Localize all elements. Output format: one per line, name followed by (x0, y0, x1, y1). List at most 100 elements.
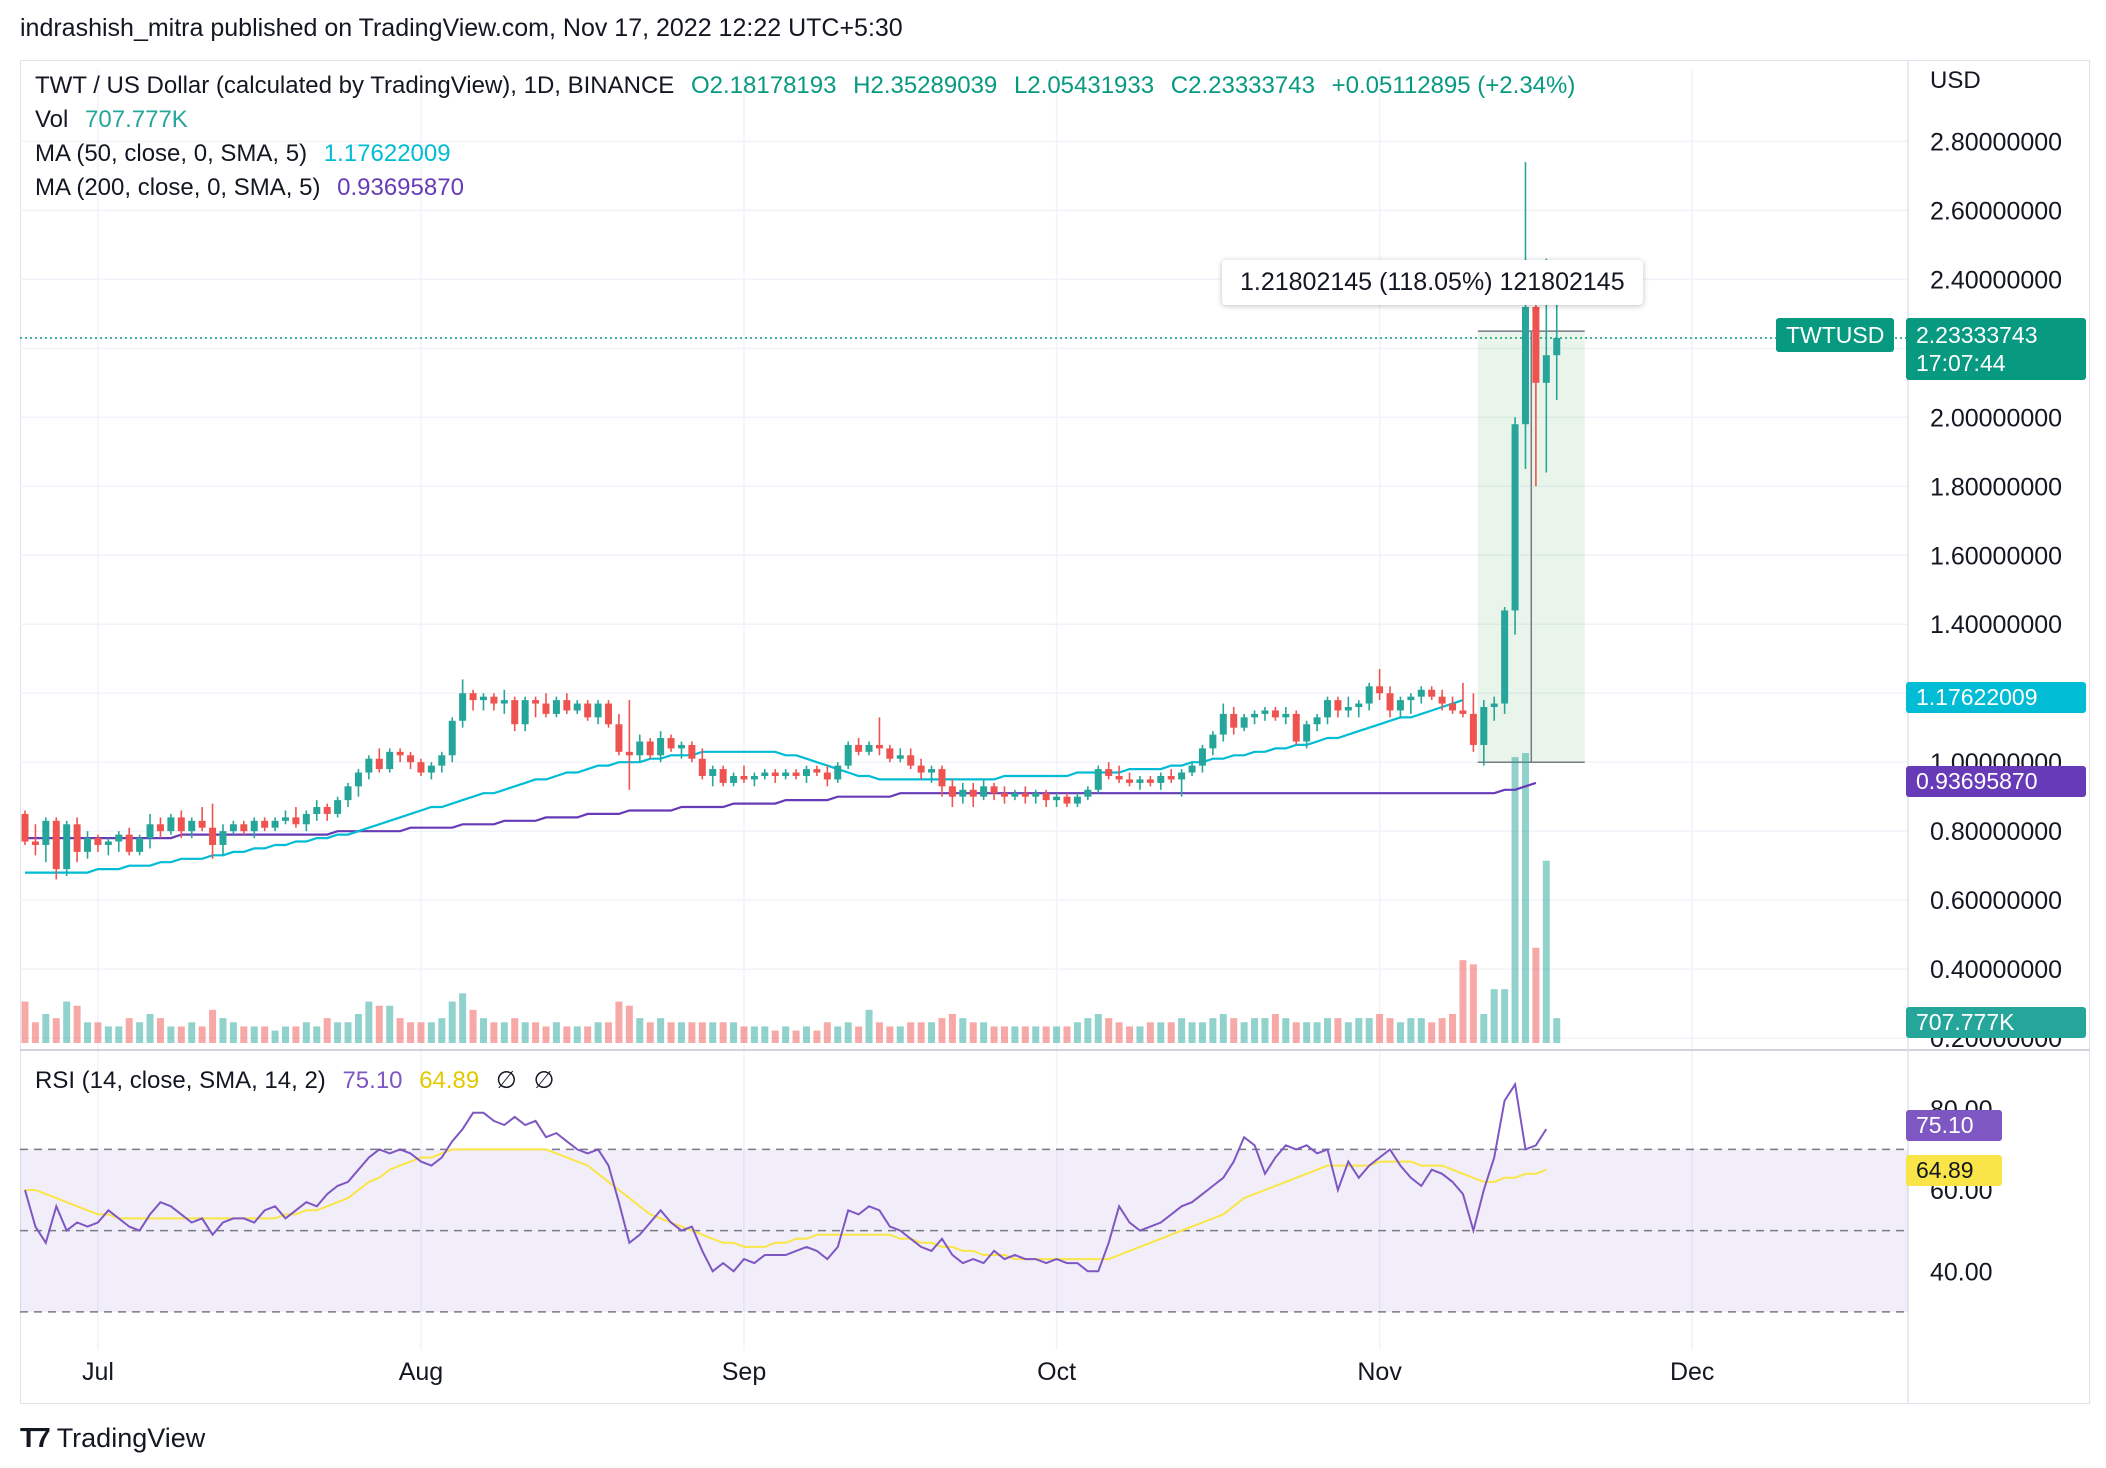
candle-body (323, 807, 331, 814)
candle-body (1094, 769, 1102, 790)
volume-bar (167, 1026, 175, 1043)
rsi-band (20, 1148, 1908, 1313)
volume-bar (625, 1005, 633, 1043)
candle-body (42, 820, 50, 845)
candle-body (948, 786, 956, 797)
volume-bar (1053, 1026, 1061, 1043)
candle-body (667, 738, 675, 749)
volume-bar (386, 1005, 394, 1043)
volume-bar (511, 1018, 519, 1043)
volume-bar (1271, 1014, 1279, 1043)
month-tick-label: Aug (399, 1358, 443, 1386)
tradingview-logo-icon: T7 (20, 1422, 51, 1453)
candle-body (1219, 713, 1227, 735)
price-tick-label: 1.60000000 (1930, 542, 2062, 570)
rsi-line (24, 1081, 1548, 1273)
volume-bar (21, 1001, 29, 1043)
volume-bar (94, 1022, 102, 1043)
volume-bar (104, 1026, 112, 1043)
volume-bar (865, 1009, 873, 1043)
tradingview-logo-text: TradingView (56, 1422, 206, 1453)
volume-bar (448, 1001, 456, 1043)
volume-bar (198, 1026, 206, 1043)
candle-body (1324, 700, 1331, 718)
candle-body (521, 700, 529, 725)
volume-bar (323, 1018, 331, 1043)
candle-body (709, 769, 717, 776)
volume-bar (948, 1014, 956, 1043)
volume-bar (594, 1022, 602, 1043)
legend-ma200-value: 0.93695870 (337, 174, 464, 201)
candle-body (271, 820, 279, 828)
volume-bar (282, 1026, 289, 1043)
candle-body (615, 724, 623, 752)
month-tick-label: Sep (722, 1358, 766, 1386)
candle-body (334, 800, 342, 814)
candle-body (1198, 748, 1206, 766)
month-tick-label: Nov (1357, 1358, 1402, 1386)
last-price-tag: 2.23333743 17:07:44 (1906, 318, 2086, 380)
volume-bar (1417, 1018, 1425, 1043)
candle-body (803, 769, 810, 776)
price-tick-label: 1.40000000 (1930, 611, 2062, 639)
candle-body (167, 817, 175, 832)
tradingview-logo[interactable]: T7 TradingView (20, 1422, 205, 1454)
candle-body (219, 831, 227, 845)
candle-body (813, 769, 821, 773)
candle-body (1073, 796, 1081, 804)
candle-body (1230, 713, 1238, 728)
candle-body (469, 693, 477, 701)
candle-body (938, 769, 946, 787)
volume-bar (667, 1022, 675, 1043)
volume-bar (844, 1022, 852, 1043)
volume-bar (532, 1022, 540, 1043)
volume-bar (396, 1018, 404, 1043)
candle-body (542, 703, 550, 714)
candle-body (771, 772, 779, 776)
volume-bar (855, 1026, 863, 1043)
chart-frame[interactable] (20, 60, 2090, 1404)
candle-body (1188, 765, 1196, 773)
candle-body (500, 700, 508, 704)
volume-bar (136, 1022, 144, 1043)
volume-bar (1167, 1022, 1175, 1043)
candle-body (1136, 779, 1144, 783)
volume-bar (771, 1030, 779, 1043)
volume-bar (1251, 1018, 1259, 1043)
candle-body (1417, 689, 1425, 697)
volume-bar (1126, 1026, 1134, 1043)
legend-open: O2.18178193 (691, 72, 837, 99)
candle-body (1355, 703, 1363, 708)
volume-bar (928, 1022, 936, 1043)
candle-body (1344, 707, 1352, 711)
legend-low: L2.05431933 (1013, 72, 1155, 99)
volume-bar (542, 1026, 550, 1043)
volume-bar (271, 1030, 279, 1043)
volume-bar (229, 1022, 237, 1043)
currency-label: USD (1930, 67, 1981, 94)
candle-body (907, 755, 915, 766)
candle-body (146, 824, 154, 839)
rsi-tick-label: 40.00 (1930, 1258, 1993, 1286)
volume-bar (375, 1005, 383, 1043)
candle-body (1511, 424, 1519, 611)
volume-bar (490, 1022, 498, 1043)
candle-body (761, 772, 769, 776)
volume-bar (1188, 1022, 1196, 1043)
volume-bar (1292, 1022, 1300, 1043)
legend-rsi-label: RSI (14, close, SMA, 14, 2) (35, 1067, 326, 1094)
volume-bar (959, 1018, 967, 1043)
published-header: indrashish_mitra published on TradingVie… (20, 14, 903, 42)
moving-averages (25, 699, 1537, 874)
candle-body (1084, 789, 1092, 797)
candle-body (1490, 703, 1498, 708)
candle-body (1167, 775, 1175, 780)
candle-body (1146, 779, 1154, 783)
candle-body (1469, 713, 1477, 745)
candle-body (1126, 779, 1134, 783)
volume-bar (907, 1022, 915, 1043)
candle-body (229, 824, 237, 832)
candle-body (532, 700, 540, 704)
volume-bar (615, 1001, 623, 1043)
